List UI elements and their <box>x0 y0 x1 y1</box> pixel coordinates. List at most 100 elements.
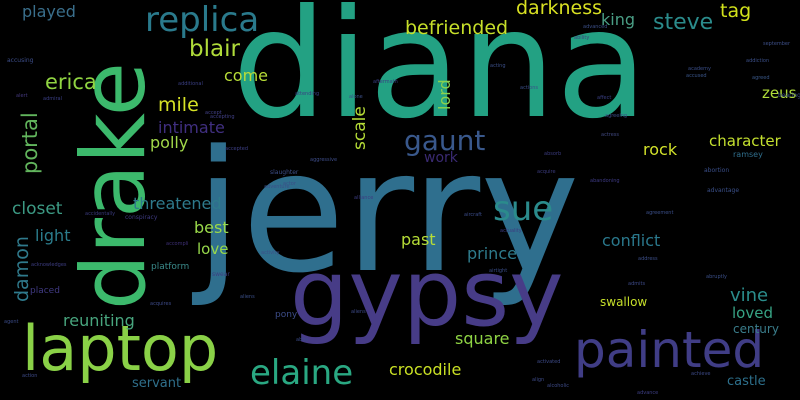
word-best: best <box>194 218 229 237</box>
word-drake: drake <box>62 62 165 310</box>
word-accepted: accepted <box>225 146 249 152</box>
word-threatened: threatened <box>133 194 222 213</box>
word-ability: ability <box>574 35 590 41</box>
word-castle: castle <box>727 374 766 389</box>
word-mile: mile <box>158 94 199 116</box>
word-come: come <box>224 66 269 85</box>
word-swear: swear <box>212 271 230 278</box>
word-square: square <box>455 329 510 348</box>
word-alone: alone <box>349 94 363 100</box>
word-attending: attending <box>295 91 320 97</box>
word-closet: closet <box>12 199 63 219</box>
word-activated: activated <box>537 359 561 365</box>
word-abruptly: abruptly <box>706 274 727 280</box>
word-gaunt: gaunt <box>404 124 486 157</box>
word-abby: abby <box>296 337 309 343</box>
word-achieve: achieve <box>691 371 711 377</box>
word-sue: sue <box>493 189 554 229</box>
word-acknowledges: acknowledges <box>31 262 67 268</box>
word-crocodile: crocodile <box>389 360 462 379</box>
word-academy: academy <box>688 66 711 72</box>
word-adventure: adventure <box>264 184 290 190</box>
word-lord: lord <box>435 79 454 110</box>
word-acquires: acquires <box>150 301 172 307</box>
word-abandoning: abandoning <box>590 178 620 184</box>
word-addiction: addiction <box>746 58 770 64</box>
word-servant: servant <box>132 376 182 391</box>
word-airtight: airtight <box>489 268 508 274</box>
word-advantage: advantage <box>707 187 740 194</box>
word-swallow: swallow <box>600 295 648 309</box>
word-prince: prince <box>467 244 517 263</box>
word-agreed: agreed <box>752 75 770 81</box>
word-aliens: aliens <box>351 309 366 315</box>
word-love: love <box>197 240 229 258</box>
word-accusing: accusing <box>7 57 34 64</box>
word-conflict: conflict <box>602 231 661 250</box>
word-painted: painted <box>574 321 765 379</box>
word-king: king <box>601 10 636 29</box>
word-tag: tag <box>720 0 752 22</box>
word-jerry: jerry <box>195 114 580 310</box>
word-portal: portal <box>18 112 42 174</box>
word-acquire: acquire <box>537 169 556 175</box>
word-advance: advance <box>637 390 659 396</box>
word-accidentally: accidentally <box>85 211 116 217</box>
word-action: action <box>22 373 38 379</box>
word-ramsey: ramsey <box>733 150 763 159</box>
word-alcoholic: alcoholic <box>547 383 570 389</box>
word-accused: accused <box>686 73 707 79</box>
word-activity: activity <box>261 250 280 256</box>
word-september: september <box>763 41 791 47</box>
word-light: light <box>35 226 71 245</box>
word-work: work <box>424 150 458 166</box>
word-bearing: bearing <box>778 92 800 99</box>
word-reuniting: reuniting <box>63 311 135 330</box>
word-absorb: absorb <box>544 151 562 157</box>
word-laptop: laptop <box>22 312 219 385</box>
word-elaine: elaine <box>250 353 354 393</box>
word-diana: diana <box>232 0 648 152</box>
word-actress: actress <box>601 132 620 138</box>
word-steve: steve <box>653 10 714 35</box>
word-slaughter: slaughter <box>270 169 299 176</box>
word-admits: admits <box>628 281 646 287</box>
word-played: played <box>22 2 76 21</box>
word-acting: acting <box>490 63 506 69</box>
word-alert: alert <box>16 93 28 99</box>
word-accept: accept <box>205 110 222 116</box>
word-rock: rock <box>643 140 678 159</box>
word-intimate: intimate <box>158 118 225 137</box>
word-loved: loved <box>732 304 773 322</box>
word-address: address <box>638 256 658 262</box>
word-advanced: advanced <box>583 24 608 30</box>
word-admiral: admiral <box>43 96 63 102</box>
word-past: past <box>401 230 436 249</box>
word-platform: platform <box>151 262 190 272</box>
word-conspiracy: conspiracy <box>125 214 158 221</box>
word-abortion: abortion <box>704 167 730 174</box>
word-additional: additional <box>178 81 203 87</box>
word-erica: erica <box>45 70 97 94</box>
word-aftermath: aftermath <box>373 79 398 85</box>
word-agreeing: agreeing <box>605 113 628 119</box>
word-align: align <box>532 377 545 383</box>
word-century: century <box>733 322 779 336</box>
word-agreement: agreement <box>646 210 674 216</box>
word-scale: scale <box>350 106 370 150</box>
word-affect: affect <box>597 95 612 101</box>
word-aggressive: aggressive <box>310 157 338 163</box>
word-pony: pony <box>275 310 298 320</box>
word-alliance: alliance <box>354 195 374 201</box>
word-aliens2: aliens <box>240 294 255 300</box>
word-accompli: accompli <box>166 241 189 247</box>
word-darkness: darkness <box>516 0 603 19</box>
word-actions: actions <box>520 85 538 91</box>
word-blair: blair <box>189 36 240 62</box>
word-vine: vine <box>730 285 769 306</box>
word-polly: polly <box>150 133 189 152</box>
word-aircraft: aircraft <box>464 212 482 218</box>
word-gypsy: gypsy <box>290 240 564 347</box>
word-actuality: actuality <box>500 228 522 234</box>
